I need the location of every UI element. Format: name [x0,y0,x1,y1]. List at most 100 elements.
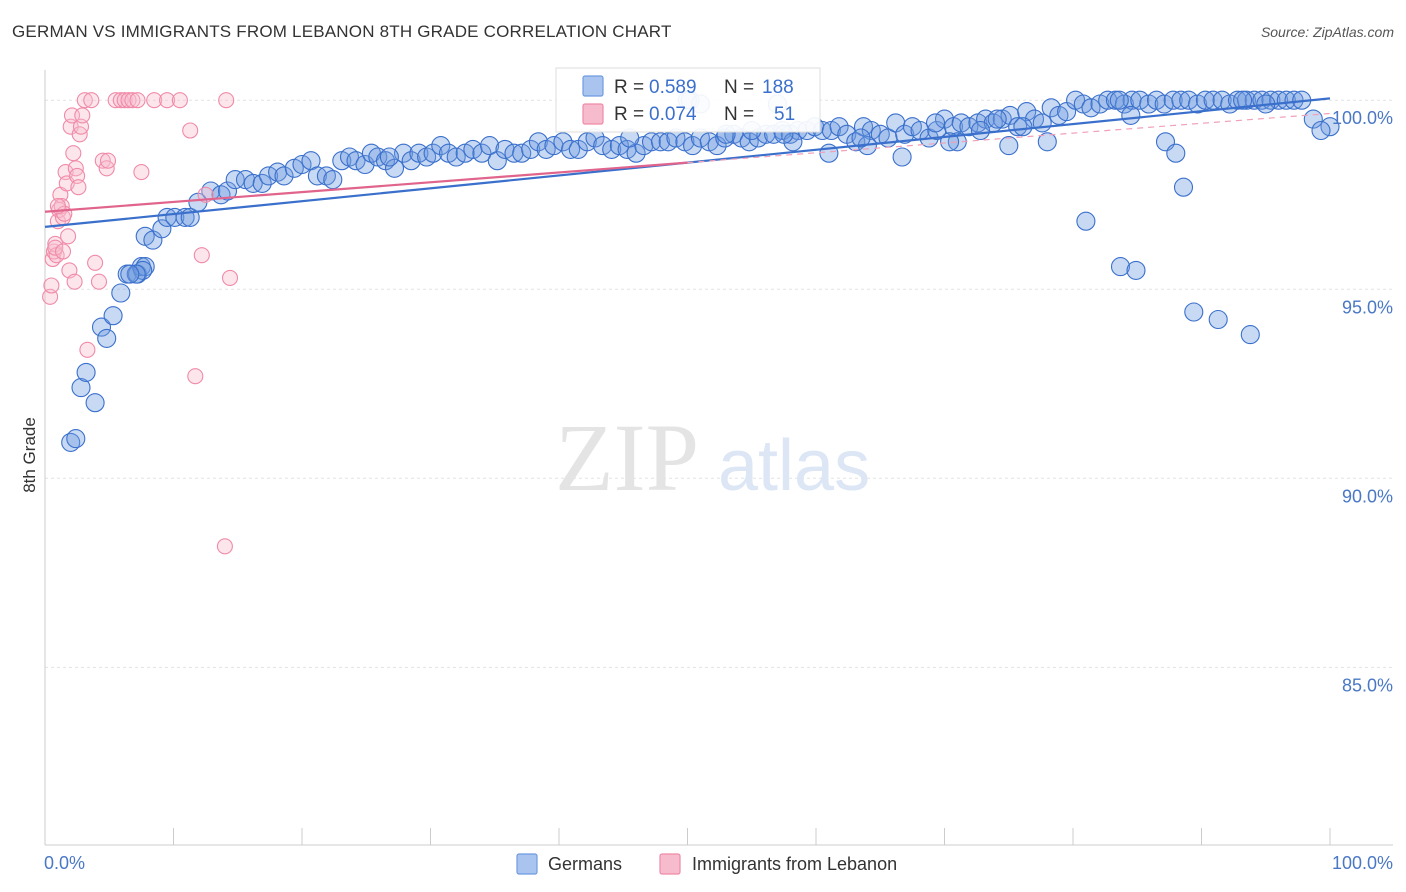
y-tick-labels: 85.0% 90.0% 95.0% 100.0% [1332,108,1393,695]
lebanon-point [76,92,93,109]
german-point [1037,132,1057,152]
german-point [126,264,146,284]
watermark: ZIP atlas [555,404,870,511]
german-point [1013,117,1033,137]
lebanon-point [107,92,124,109]
lebanon-point [216,538,233,555]
legend-n-label-germans: N = [724,77,754,98]
german-point [103,306,123,326]
axes [44,70,1393,846]
german-point [85,393,105,413]
lebanon-point [43,277,60,294]
y-tick-label: 90.0% [1342,486,1393,506]
german-point [487,151,507,171]
german-point [1008,117,1028,137]
lebanon-point [171,92,188,109]
german-point [1311,120,1331,141]
german-point [1121,105,1141,125]
bottom-legend-lebanon: Immigrants from Lebanon [692,854,897,874]
german-point [120,264,140,284]
lebanon-point [218,92,235,109]
lebanon-point [83,92,100,109]
lebanon-point [60,228,77,245]
legend-n-value-lebanon: 51 [774,104,795,125]
german-point [66,429,86,449]
german-point [851,128,871,148]
german-point [999,136,1019,156]
german-point [431,136,451,156]
bottom-legend-germans: Germans [548,854,622,874]
lebanon-points [42,92,239,555]
german-point [895,124,915,144]
german-point [1173,177,1194,197]
lebanon-point [90,273,108,290]
german-point [1184,302,1204,322]
lebanon-point [74,107,91,124]
german-point [393,143,414,163]
lebanon-trend-extension [687,112,1331,164]
german-point [225,170,245,190]
legend-r-value-lebanon: 0.074 [649,104,697,125]
legend-n-label-lebanon: N = [724,104,754,125]
x-tick-label-min: 0.0% [44,853,85,873]
germans-points [61,90,1340,452]
german-point [71,378,91,398]
lebanon-point [47,239,64,256]
german-point [1110,257,1131,277]
source-label: Source: ZipAtlas.com [1260,24,1394,40]
german-point [152,219,172,239]
lebanon-point [146,92,163,109]
german-point [1240,325,1260,345]
lebanon-point [99,152,117,169]
y-tick-label: 85.0% [1342,675,1393,695]
lebanon-point [124,92,141,109]
german-point [1163,90,1183,110]
legend-swatch-germans [582,75,604,97]
german-point [379,147,399,167]
legend-r-label-germans: R = [614,77,644,98]
german-point [553,132,573,152]
lebanon-point [159,92,176,109]
german-point [1166,143,1186,163]
legend-swatch-lebanon [582,103,604,125]
lebanon-point [193,247,210,264]
trend-lines [44,97,1331,228]
german-point [111,283,131,303]
german-point [1076,211,1096,231]
german-point [1041,98,1061,118]
y-tick-label: 95.0% [1342,297,1393,317]
german-point [892,147,912,167]
lebanon-point [87,254,104,271]
lebanon-trend-line [44,161,688,213]
german-point [987,109,1007,129]
x-tick-label-max: 100.0% [1332,853,1393,873]
german-point [561,139,581,159]
german-point [528,132,548,152]
german-point [1208,309,1228,330]
stats-legend: R = 0.589 N = 188 R = 0.074 N = 51 [555,67,821,133]
lebanon-point [54,243,72,260]
german-point [423,143,443,163]
lebanon-point [120,92,137,109]
watermark-atlas: atlas [718,426,870,506]
german-point [217,181,238,201]
german-point [472,143,492,163]
lebanon-point [94,152,111,169]
series-legend: Germans Immigrants from Lebanon [516,853,897,875]
german-point [1195,90,1215,110]
lebanon-point [187,368,204,385]
german-point [1017,102,1037,122]
german-point [316,166,336,186]
german-point [252,173,272,193]
legend-r-value-germans: 0.589 [649,77,697,98]
german-point [829,117,849,137]
german-point [970,120,991,141]
german-point [384,158,405,178]
german-point [925,113,946,133]
y-tick-label: 100.0% [1332,108,1393,128]
x-ticks [44,828,1331,845]
lebanon-point [70,179,87,196]
lebanon-point [129,92,146,109]
lebanon-point [66,273,83,290]
